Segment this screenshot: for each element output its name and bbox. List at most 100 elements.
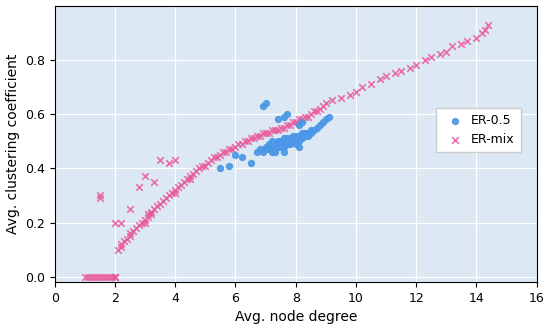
ER-mix [84,274,92,280]
ER-0.5 [258,149,267,155]
ER-mix [108,274,117,280]
ER-mix [234,141,243,147]
ER-0.5 [264,141,273,147]
ER-mix [448,44,456,49]
ER-0.5 [282,112,291,117]
ER-0.5 [273,141,282,147]
ER-0.5 [306,128,315,133]
ER-mix [126,206,135,212]
ER-0.5 [279,144,288,149]
ER-mix [198,163,207,168]
ER-mix [292,119,300,125]
ER-0.5 [292,141,300,147]
ER-mix [126,231,135,236]
ER-0.5 [285,141,294,147]
ER-mix [96,193,104,198]
ER-mix [258,130,267,136]
ER-mix [442,49,450,54]
ER-mix [153,204,162,209]
ER-mix [207,157,216,163]
ER-mix [171,187,180,193]
ER-0.5 [264,147,273,152]
ER-mix [144,212,152,217]
ER-mix [288,119,297,125]
Legend: ER-0.5, ER-mix: ER-0.5, ER-mix [436,108,521,152]
ER-mix [267,128,276,133]
ER-0.5 [292,133,300,138]
ER-mix [159,198,168,204]
ER-mix [240,139,249,144]
ER-mix [147,212,156,217]
ER-0.5 [279,114,288,119]
ER-0.5 [294,122,303,127]
ER-mix [318,103,327,109]
ER-0.5 [273,144,282,149]
ER-mix [270,128,279,133]
ER-mix [183,177,192,182]
Y-axis label: Avg. clustering coefficient: Avg. clustering coefficient [6,54,20,234]
ER-mix [111,274,119,280]
ER-mix [120,239,129,244]
ER-mix [358,84,366,89]
ER-mix [315,106,324,111]
ER-mix [135,222,144,228]
ER-mix [457,41,466,46]
ER-mix [252,133,261,138]
ER-0.5 [270,144,279,149]
ER-mix [186,177,195,182]
ER-0.5 [309,128,318,133]
ER-mix [165,160,174,165]
ER-mix [327,98,336,103]
ER-mix [321,101,330,106]
ER-mix [216,152,225,157]
ER-mix [210,155,219,160]
ER-mix [213,155,222,160]
ER-0.5 [273,117,282,122]
ER-mix [261,130,270,136]
ER-0.5 [298,136,306,141]
ER-0.5 [294,144,303,149]
ER-mix [111,274,119,280]
ER-mix [104,274,113,280]
ER-mix [80,274,89,280]
ER-0.5 [285,139,294,144]
ER-mix [111,274,119,280]
ER-0.5 [261,101,270,106]
ER-mix [228,147,237,152]
ER-mix [351,90,360,95]
ER-0.5 [294,133,303,138]
ER-mix [463,38,472,44]
ER-mix [366,82,375,87]
ER-0.5 [321,117,330,122]
ER-mix [174,184,183,190]
ER-mix [427,54,436,60]
ER-0.5 [261,144,270,149]
ER-mix [195,166,204,171]
ER-0.5 [216,166,225,171]
ER-mix [117,242,125,247]
X-axis label: Avg. node degree: Avg. node degree [234,311,357,324]
ER-0.5 [288,133,297,138]
ER-mix [165,193,174,198]
ER-0.5 [292,136,300,141]
ER-mix [123,236,131,242]
ER-0.5 [298,130,306,136]
ER-mix [219,149,228,155]
ER-0.5 [237,155,246,160]
ER-mix [285,122,294,127]
ER-0.5 [315,122,324,127]
ER-mix [255,133,264,138]
ER-mix [98,274,107,280]
ER-0.5 [276,139,285,144]
ER-mix [309,109,318,114]
ER-mix [312,109,321,114]
ER-mix [141,220,150,225]
ER-0.5 [276,141,285,147]
ER-mix [189,171,198,176]
ER-0.5 [292,139,300,144]
ER-0.5 [288,136,297,141]
ER-mix [117,244,125,249]
ER-mix [92,274,101,280]
ER-mix [204,160,213,165]
ER-0.5 [298,119,306,125]
